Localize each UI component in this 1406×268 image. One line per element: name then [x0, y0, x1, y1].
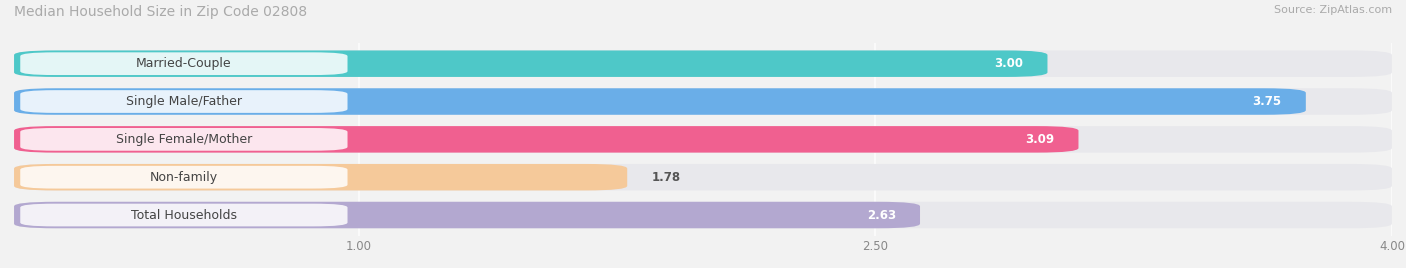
Text: Total Households: Total Households [131, 209, 236, 222]
FancyBboxPatch shape [14, 126, 1078, 152]
FancyBboxPatch shape [20, 166, 347, 189]
FancyBboxPatch shape [20, 52, 347, 75]
FancyBboxPatch shape [14, 202, 1392, 228]
FancyBboxPatch shape [14, 164, 627, 191]
FancyBboxPatch shape [14, 126, 1392, 152]
FancyBboxPatch shape [20, 90, 347, 113]
Text: Married-Couple: Married-Couple [136, 57, 232, 70]
Text: Single Male/Father: Single Male/Father [127, 95, 242, 108]
Text: Source: ZipAtlas.com: Source: ZipAtlas.com [1274, 5, 1392, 15]
FancyBboxPatch shape [14, 164, 1392, 191]
FancyBboxPatch shape [14, 202, 920, 228]
Text: Non-family: Non-family [150, 171, 218, 184]
Text: Single Female/Mother: Single Female/Mother [115, 133, 252, 146]
Text: 3.00: 3.00 [994, 57, 1024, 70]
FancyBboxPatch shape [20, 128, 347, 151]
FancyBboxPatch shape [14, 88, 1306, 115]
Text: 3.75: 3.75 [1253, 95, 1282, 108]
Text: 1.78: 1.78 [651, 171, 681, 184]
FancyBboxPatch shape [14, 50, 1392, 77]
FancyBboxPatch shape [14, 50, 1047, 77]
Text: 3.09: 3.09 [1025, 133, 1054, 146]
FancyBboxPatch shape [20, 204, 347, 226]
Text: 2.63: 2.63 [866, 209, 896, 222]
Text: Median Household Size in Zip Code 02808: Median Household Size in Zip Code 02808 [14, 5, 307, 19]
FancyBboxPatch shape [14, 88, 1392, 115]
